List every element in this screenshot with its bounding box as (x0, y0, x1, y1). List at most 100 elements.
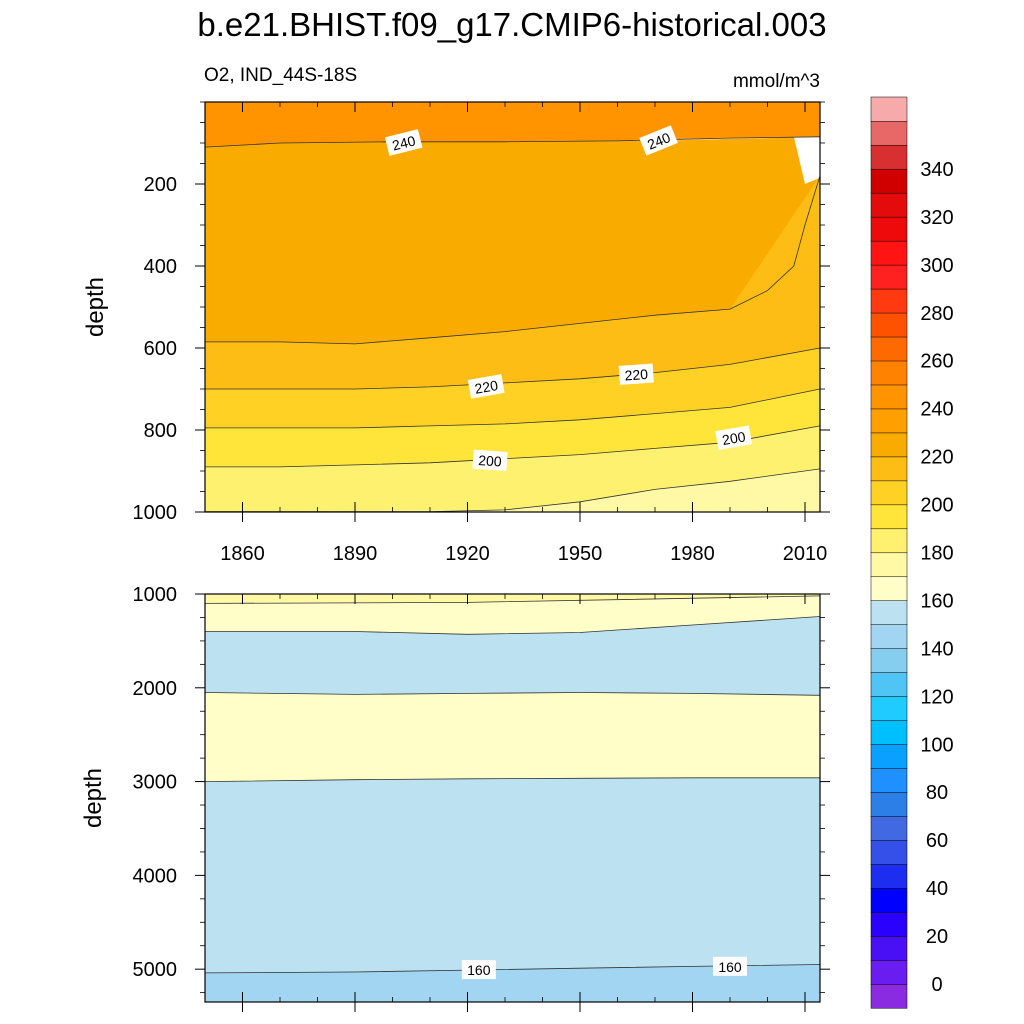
contour-band-170 (205, 616, 820, 696)
colorbar-swatch (870, 552, 908, 578)
colorbar-swatch (870, 672, 908, 697)
contour-band-220 (205, 348, 820, 428)
x-tick-label: 1890 (333, 543, 378, 565)
contour-label: 220 (618, 363, 654, 385)
upper-contour-fills (204, 102, 821, 512)
y-tick-label: 400 (144, 256, 177, 278)
colorbar-swatch (870, 240, 908, 266)
upper-panel: 1860 1890 1920 1950 1980 2010 200 400 600 800 1000… (82, 101, 830, 565)
colorbar-swatch (870, 624, 908, 649)
y-tick-label: 5000 (133, 959, 178, 981)
contour-label: 160 (713, 956, 747, 976)
y-tick-label: 1000 (133, 584, 178, 606)
y-tick-label: 4000 (133, 865, 178, 887)
lower-plot-frame (204, 593, 821, 1003)
colorbar: 0 20 40 60 80 100 120 140 160 180 200 220 240 260 280 3… (870, 96, 954, 1009)
colorbar-swatch (870, 288, 908, 314)
contour-label-bg (715, 425, 753, 451)
colorbar-label: 40 (926, 878, 948, 900)
colorbar-label: 60 (926, 830, 948, 852)
colorbar-label: 20 (926, 926, 948, 948)
colorbar-label: 320 (920, 207, 953, 229)
x-tick-label: 1920 (445, 543, 490, 565)
colorbar-label: 100 (920, 734, 953, 756)
colorbar-label: 80 (926, 782, 948, 804)
colorbar-swatch (870, 935, 908, 961)
x-tick-label: 1950 (558, 543, 603, 565)
contour-label-bg (472, 449, 508, 471)
contour-line-220 (205, 388, 821, 429)
lower-panel: 1000 2000 3000 4000 5000 160 160 depth (80, 584, 830, 1012)
contour-label-text: 220 (624, 366, 649, 384)
contour-line-170 (204, 692, 821, 696)
colorbar-swatch (870, 480, 908, 506)
x-tick-label: 1980 (670, 543, 715, 565)
y-tick-label: 2000 (133, 678, 178, 700)
colorbar-swatch (870, 600, 908, 625)
contour-label-text: 160 (467, 962, 491, 978)
colorbar-swatch (870, 576, 908, 601)
contour-label-bg (639, 125, 678, 156)
lower-contour-labels: 160 160 (461, 956, 747, 980)
upper-contour-labels: 240 240 220 220 200 200 (384, 125, 753, 471)
contour-label-text: 200 (721, 428, 747, 448)
colorbar-label: 300 (920, 255, 953, 277)
y-tick-label: 200 (144, 174, 177, 196)
contour-label-bg (461, 960, 496, 980)
colorbar-label: 340 (920, 159, 953, 181)
colorbar-swatch (870, 744, 908, 769)
colorbar-swatch (870, 696, 908, 721)
x-tick-label: 2010 (783, 543, 828, 565)
colorbar-swatch (870, 720, 908, 745)
contour-label: 200 (472, 449, 508, 471)
colorbar-label: 280 (920, 303, 953, 325)
colorbar-swatch (870, 192, 908, 218)
lower-contour-fills (204, 594, 821, 1002)
y-tick-label: 600 (144, 338, 177, 360)
colorbar-swatch (870, 432, 908, 458)
lower-y-axis-title: depth (80, 768, 107, 828)
colorbar-label: 240 (920, 399, 953, 421)
contour-line-240 (205, 175, 821, 345)
colorbar-swatch (870, 648, 908, 673)
contour-line-250 (204, 136, 821, 148)
colorbar-swatch (870, 96, 908, 122)
contour-label-text: 200 (478, 452, 503, 470)
contour-band-180 (205, 692, 820, 782)
contour-label: 220 (467, 374, 505, 399)
contour-line-180 (204, 777, 820, 782)
colorbar-swatch (870, 216, 908, 242)
contour-band-230 (205, 175, 820, 389)
colorbar-swatch (870, 312, 908, 338)
upper-y-axis-title: depth (82, 277, 109, 337)
contour-label: 240 (384, 129, 423, 156)
colorbar-swatch (870, 959, 908, 985)
colorbar-swatch (870, 144, 908, 170)
colorbar-swatch (870, 120, 908, 146)
contour-label-text: 220 (473, 377, 499, 397)
colorbar-swatch (870, 768, 908, 793)
contour-band-180 (205, 595, 820, 635)
contour-line-180 (205, 616, 821, 635)
contour-band-190 (205, 594, 820, 604)
colorbar-label: 0 (931, 974, 942, 996)
colorbar-swatch (870, 839, 908, 865)
colorbar-swatch (870, 887, 908, 913)
contour-label-bg (713, 956, 747, 976)
contour-band-190 (205, 468, 820, 512)
contour-band-170 (205, 777, 820, 973)
contour-band-200 (205, 425, 820, 512)
colorbar-swatch (870, 863, 908, 889)
contour-label: 240 (639, 125, 678, 156)
colorbar-label: 140 (920, 638, 953, 660)
colorbar-swatch (870, 911, 908, 937)
colorbar-swatch (870, 264, 908, 290)
units-label: mmol/m^3 (733, 71, 820, 92)
lower-axes: 1000 2000 3000 4000 5000 (133, 584, 830, 1012)
contour-label-bg (618, 363, 654, 385)
x-tick-label: 1860 (220, 543, 265, 565)
upper-axes: 1860 1890 1920 1950 1980 2010 200 400 600 800 1000 (133, 101, 830, 565)
colorbar-swatch (870, 815, 908, 841)
colorbar-swatch (870, 168, 908, 194)
